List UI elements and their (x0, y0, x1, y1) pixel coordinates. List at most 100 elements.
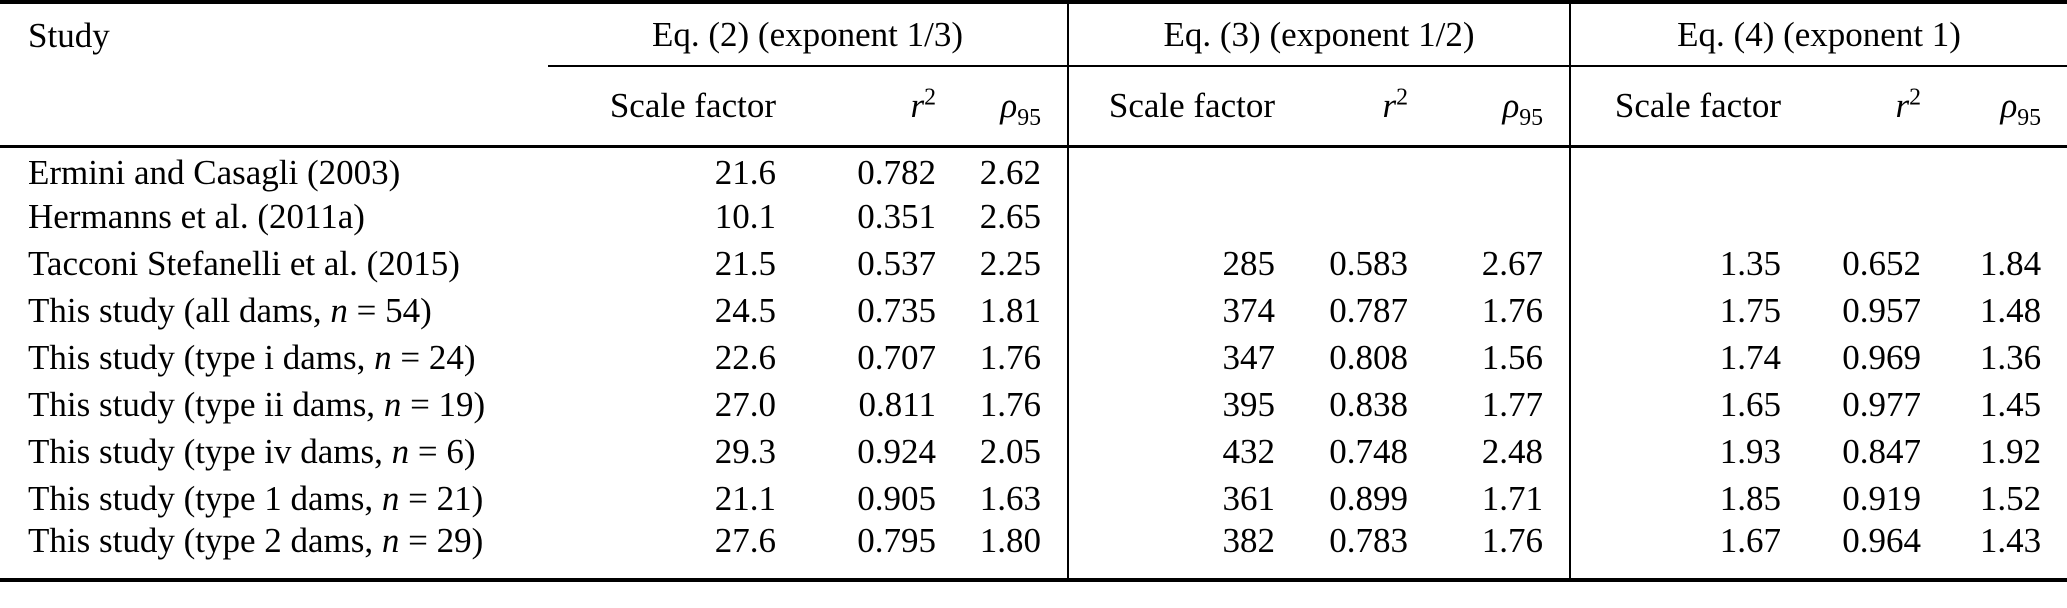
value-cell: 0.782 (857, 153, 936, 193)
table-row: Ermini and Casagli (2003) 21.6 0.782 2.62 (0, 146, 2067, 193)
value-cell (1277, 193, 1410, 240)
value-cell: 0.969 (1842, 338, 1922, 377)
value-cell: 0.964 (1842, 521, 1922, 560)
value-cell: 21.5 (714, 244, 776, 283)
results-table: Study Eq. (2) (exponent 1/3) Eq. (3) (ex… (0, 0, 2067, 582)
subheader-rho95-eq3: ρ95 (1410, 66, 1572, 146)
value-cell: 2.65 (938, 193, 1070, 240)
value-cell: 1.77 (1410, 381, 1572, 428)
value-cell: 2.67 (1410, 240, 1572, 287)
value-cell: 10.1 (714, 197, 776, 236)
group-header-eq2: Eq. (2) (exponent 1/3) (548, 2, 1070, 67)
value-cell: 1.92 (1979, 432, 2042, 471)
value-cell: 0.924 (857, 432, 936, 471)
group-header-row: Study Eq. (2) (exponent 1/3) Eq. (3) (ex… (0, 2, 2067, 67)
r-exponent: 2 (924, 84, 936, 111)
value-cell: 1.81 (938, 287, 1070, 334)
value-cell: 0.811 (858, 385, 936, 424)
value-cell: 1.74 (1719, 338, 1782, 377)
value-cell: 0.795 (857, 521, 936, 560)
study-cell: This study (type 1 dams, n = 21) (28, 479, 484, 518)
value-cell: 1.93 (1719, 432, 1782, 471)
table-row: This study (all dams, n = 54) 24.5 0.735 1.… (0, 287, 2067, 334)
rho-subscript: 95 (1519, 105, 1544, 132)
table-row: This study (type i dams, n = 24) 22.6 0.70… (0, 334, 2067, 381)
value-cell: 1.52 (1979, 479, 2042, 518)
n-symbol: n (330, 291, 348, 330)
study-cell: This study (type i dams, n = 24) (28, 338, 476, 377)
value-cell: 0.537 (857, 244, 936, 283)
value-cell: 1.85 (1719, 479, 1782, 518)
value-cell: 0.977 (1842, 385, 1922, 424)
value-cell: 347 (1222, 338, 1276, 377)
value-cell (1783, 193, 1923, 240)
value-cell: 1.36 (1979, 338, 2042, 377)
value-cell: 21.6 (714, 153, 776, 193)
r-symbol: r (1895, 86, 1910, 126)
rho-symbol: ρ (1502, 86, 1520, 126)
value-cell: 374 (1222, 291, 1276, 330)
value-cell: 27.6 (714, 521, 776, 560)
value-cell: 22.6 (714, 338, 776, 377)
value-cell: 1.80 (938, 522, 1070, 580)
value-cell: 0.735 (857, 291, 936, 330)
subheader-r-squared-eq4: r2 (1783, 66, 1923, 146)
n-symbol: n (374, 338, 392, 377)
study-cell: Tacconi Stefanelli et al. (2015) (28, 244, 460, 283)
subheader-rho95-eq2: ρ95 (938, 66, 1070, 146)
value-cell (1068, 146, 1277, 193)
value-cell: 29.3 (714, 432, 776, 471)
table-row: Hermanns et al. (2011a) 10.1 0.351 2.65 (0, 193, 2067, 240)
value-cell: 24.5 (714, 291, 776, 330)
table-body: Ermini and Casagli (2003) 21.6 0.782 2.62 He… (0, 146, 2067, 580)
value-cell: 0.957 (1842, 291, 1922, 330)
r-exponent: 2 (1909, 84, 1922, 111)
n-symbol: n (383, 385, 402, 424)
r-exponent: 2 (1396, 84, 1409, 111)
value-cell: 1.56 (1410, 334, 1572, 381)
subheader-r-squared-eq3: r2 (1277, 66, 1410, 146)
n-symbol: n (381, 479, 400, 518)
value-cell (1923, 146, 2067, 193)
subheader-rho95-eq4: ρ95 (1923, 66, 2067, 146)
table-row: This study (type iv dams, n = 6) 29.3 0.92… (0, 428, 2067, 475)
value-cell: 2.48 (1410, 428, 1572, 475)
value-cell: 0.652 (1842, 244, 1922, 283)
subheader-scale-factor-eq4: Scale factor (1614, 86, 1782, 126)
value-cell (1068, 193, 1277, 240)
value-cell: 1.63 (938, 475, 1070, 522)
r-symbol: r (910, 86, 925, 126)
subheader-study-empty (0, 66, 548, 146)
value-cell: 382 (1222, 521, 1276, 560)
value-cell: 0.783 (1329, 521, 1409, 560)
r-symbol: r (1382, 86, 1397, 126)
value-cell (1570, 193, 1783, 240)
value-cell (1277, 146, 1410, 193)
value-cell: 1.45 (1979, 385, 2042, 424)
group-header-eq3: Eq. (3) (exponent 1/2) (1068, 2, 1572, 67)
value-cell: 395 (1222, 385, 1276, 424)
value-cell: 1.76 (1410, 287, 1572, 334)
table-header: Study Eq. (2) (exponent 1/3) Eq. (3) (ex… (0, 2, 2067, 146)
table-row: This study (type 1 dams, n = 21) 21.1 0.90… (0, 475, 2067, 522)
value-cell: 1.75 (1719, 291, 1782, 330)
value-cell (1410, 193, 1572, 240)
value-cell: 1.76 (1410, 522, 1572, 580)
value-cell (1783, 146, 1923, 193)
value-cell: 1.84 (1979, 244, 2042, 283)
value-cell: 432 (1222, 432, 1276, 471)
n-symbol: n (381, 521, 400, 560)
value-cell: 0.787 (1329, 291, 1409, 330)
subheader-scale-factor-eq2: Scale factor (609, 86, 776, 126)
value-cell: 1.76 (938, 381, 1070, 428)
table-row: This study (type ii dams, n = 19) 27.0 0.8… (0, 381, 2067, 428)
rho-symbol: ρ (2000, 86, 2018, 126)
table-row: Tacconi Stefanelli et al. (2015) 21.5 0.53… (0, 240, 2067, 287)
value-cell: 0.351 (857, 197, 936, 236)
study-cell: Hermanns et al. (2011a) (28, 197, 365, 236)
value-cell: 1.71 (1410, 475, 1572, 522)
value-cell: 2.62 (938, 146, 1070, 193)
value-cell: 0.919 (1842, 479, 1922, 518)
value-cell: 0.748 (1329, 432, 1409, 471)
